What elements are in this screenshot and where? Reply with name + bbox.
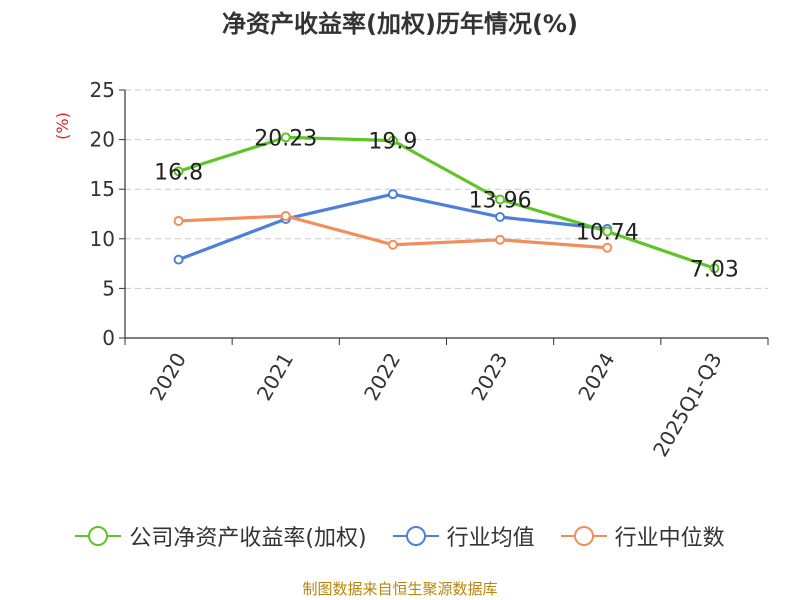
data-label: 16.8	[154, 160, 203, 185]
y-tick-label: 10	[90, 227, 115, 251]
source-note: 制图数据来自恒生聚源数据库	[302, 580, 498, 598]
y-tick-label: 25	[90, 78, 115, 102]
data-point	[709, 263, 720, 274]
series-line	[178, 192, 608, 262]
x-tick-label: 2025Q1-Q3	[648, 349, 727, 461]
data-point	[173, 254, 184, 265]
data-point	[387, 239, 398, 250]
y-tick-label: 5	[102, 276, 115, 300]
legend: 公司净资产收益率(加权) 行业均值 行业中位数	[0, 520, 800, 552]
x-tick-label: 2023	[466, 349, 512, 405]
y-tick-label: 15	[90, 177, 115, 201]
data-label: 10.74	[576, 220, 639, 245]
data-label: 19.9	[368, 130, 417, 155]
x-tick-label: 2021	[252, 349, 298, 405]
data-point	[387, 189, 398, 200]
data-label: 20.23	[254, 126, 317, 151]
legend-item: 行业均值	[392, 520, 535, 552]
data-point	[387, 135, 398, 146]
legend-label: 公司净资产收益率(加权)	[129, 526, 367, 551]
y-axis-label: (%)	[53, 112, 72, 140]
data-label: 13.96	[469, 189, 532, 214]
legend-item: 公司净资产收益率(加权)	[75, 520, 367, 552]
data-point	[602, 226, 613, 237]
data-label: 7.03	[690, 257, 739, 282]
data-point	[280, 132, 291, 143]
data-point	[602, 242, 613, 253]
legend-label: 行业均值	[446, 526, 535, 551]
data-point	[495, 234, 506, 245]
series-line	[178, 135, 715, 270]
data-point	[280, 210, 291, 221]
x-tick-label: 2024	[573, 349, 619, 405]
y-tick-label: 20	[90, 128, 115, 152]
data-point	[495, 194, 506, 205]
legend-marker-icon	[392, 526, 439, 546]
x-tick-label: 2020	[145, 349, 191, 405]
legend-marker-icon	[560, 526, 607, 546]
data-point	[173, 215, 184, 226]
legend-marker-icon	[75, 526, 122, 546]
data-point	[173, 166, 184, 177]
data-point	[495, 211, 506, 222]
y-tick-label: 0	[102, 326, 115, 350]
legend-item: 行业中位数	[560, 520, 725, 552]
chart-title: 净资产收益率(加权)历年情况(%)	[222, 10, 578, 38]
x-tick-label: 2022	[359, 349, 405, 405]
legend-label: 行业中位数	[614, 526, 725, 551]
